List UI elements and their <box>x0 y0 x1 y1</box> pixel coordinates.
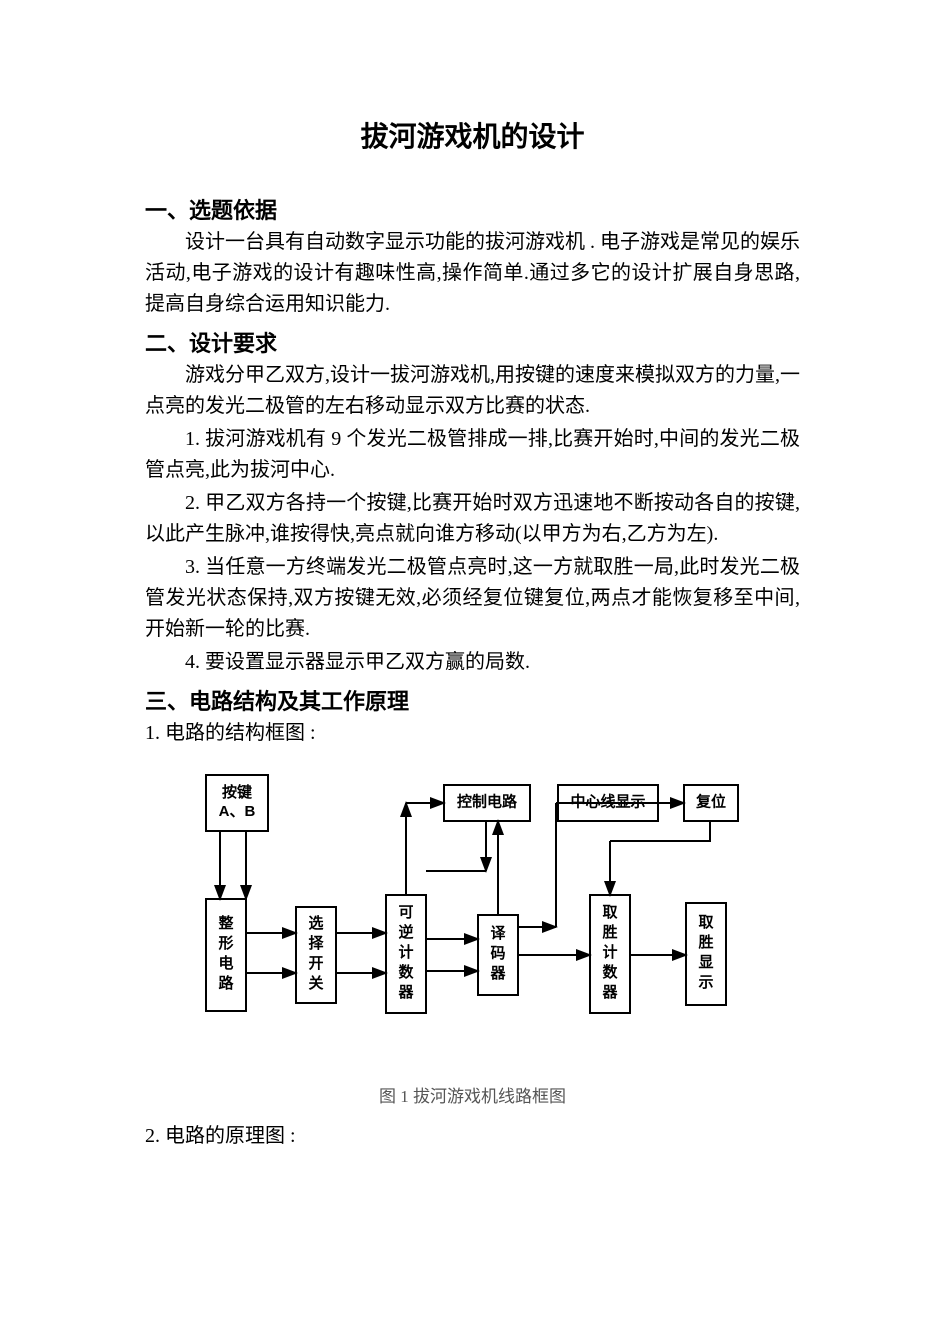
svg-text:器: 器 <box>489 965 506 982</box>
section-3-sub1: 1. 电路的结构框图 : <box>145 718 800 749</box>
svg-text:控制电路: 控制电路 <box>456 793 517 811</box>
page-title: 拔河游戏机的设计 <box>145 115 800 155</box>
svg-text:A、B: A、B <box>218 803 255 820</box>
svg-text:取: 取 <box>698 914 714 931</box>
svg-text:数: 数 <box>602 963 618 981</box>
req-item-1: 1. 拔河游戏机有 9 个发光二极管排成一排,比赛开始时,中间的发光二极管点亮,… <box>145 424 800 486</box>
svg-text:器: 器 <box>397 984 414 1001</box>
svg-text:译: 译 <box>490 925 506 942</box>
svg-text:逆: 逆 <box>398 923 413 941</box>
svg-text:复位: 复位 <box>694 793 725 811</box>
section-2-intro: 游戏分甲乙双方,设计一拔河游戏机,用按键的速度来模拟双方的力量,一点亮的发光二极… <box>145 360 800 422</box>
figure-1-caption: 图 1 拔河游戏机线路框图 <box>145 1082 800 1107</box>
svg-text:中心线显示: 中心线显示 <box>570 793 645 811</box>
svg-text:码: 码 <box>490 945 505 962</box>
flowchart-diagram: 按键A、B控制电路中心线显示复位整形电路选择开关可逆计数器译码器取胜计数器取胜显… <box>188 767 758 1027</box>
svg-text:取: 取 <box>602 904 618 921</box>
svg-text:胜: 胜 <box>698 934 713 951</box>
req-item-3: 3. 当任意一方终端发光二极管点亮时,这一方就取胜一局,此时发光二极管发光状态保… <box>145 552 800 645</box>
section-1-heading: 一、选题依据 <box>145 193 800 225</box>
req-item-4: 4. 要设置显示器显示甲乙双方赢的局数. <box>145 647 800 678</box>
svg-text:开: 开 <box>308 955 323 972</box>
svg-text:关: 关 <box>308 974 323 992</box>
svg-text:可: 可 <box>398 904 413 921</box>
svg-text:电: 电 <box>218 954 233 972</box>
svg-text:器: 器 <box>601 984 618 1001</box>
svg-text:路: 路 <box>218 974 234 992</box>
svg-text:胜: 胜 <box>602 924 617 941</box>
svg-text:按键: 按键 <box>221 783 251 801</box>
svg-text:计: 计 <box>398 943 413 961</box>
svg-text:示: 示 <box>698 974 713 991</box>
svg-text:择: 择 <box>308 934 324 952</box>
section-1-para: 设计一台具有自动数字显示功能的拔河游戏机 . 电子游戏是常见的娱乐活动,电子游戏… <box>145 227 800 320</box>
flowchart-container: 按键A、B控制电路中心线显示复位整形电路选择开关可逆计数器译码器取胜计数器取胜显… <box>145 767 800 1027</box>
svg-text:选: 选 <box>308 914 323 932</box>
svg-text:显: 显 <box>698 954 713 971</box>
section-3-heading: 三、电路结构及其工作原理 <box>145 684 800 716</box>
svg-text:数: 数 <box>398 963 414 981</box>
section-2-heading: 二、设计要求 <box>145 326 800 358</box>
req-item-2: 2. 甲乙双方各持一个按键,比赛开始时双方迅速地不断按动各自的按键,以此产生脉冲… <box>145 488 800 550</box>
svg-text:形: 形 <box>218 934 233 952</box>
svg-text:计: 计 <box>602 943 617 961</box>
svg-text:整: 整 <box>218 914 233 932</box>
section-3-sub2: 2. 电路的原理图 : <box>145 1121 800 1152</box>
